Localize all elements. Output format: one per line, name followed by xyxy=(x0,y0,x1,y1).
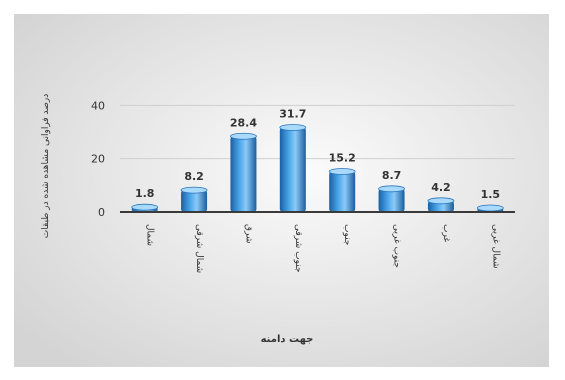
bar-top-cap xyxy=(328,168,356,175)
x-tick-label: شمال شرقی xyxy=(194,224,204,273)
x-axis-category-labels: شمال شمال شرقی شرق جنوب شرقی جنوب جنوب غربی غر… xyxy=(145,224,501,273)
bar-top-cap xyxy=(230,132,257,140)
y-axis-title: درصد فراوانی مشاهده شده در طبقات xyxy=(41,94,51,238)
data-label: 4.2 xyxy=(431,181,451,194)
y-tick-label: 0 xyxy=(98,206,105,219)
bar xyxy=(181,190,208,212)
gridlines xyxy=(120,104,515,160)
bars xyxy=(131,124,504,212)
x-tick-label: شمال غربی xyxy=(490,224,500,269)
bar-top-cap xyxy=(427,197,455,205)
x-tick-label: جنوب شرقی xyxy=(293,224,303,273)
x-tick-label: جنوب xyxy=(342,224,352,245)
bar-top-cap xyxy=(279,124,307,131)
data-label: 1.5 xyxy=(481,188,501,201)
data-label: 1.8 xyxy=(135,187,155,200)
x-tick-label: شرق xyxy=(243,224,253,244)
x-tick-label: غرب xyxy=(441,224,451,242)
bar-top-cap xyxy=(476,204,504,212)
data-label: 28.4 xyxy=(230,116,257,129)
x-tick-label: شمال xyxy=(145,224,155,246)
y-tick-label: 40 xyxy=(91,99,105,112)
data-label: 8.2 xyxy=(184,170,204,183)
data-label: 31.7 xyxy=(279,107,306,120)
x-tick-label: جنوب غربی xyxy=(392,224,402,268)
bar xyxy=(279,127,306,212)
data-label: 15.2 xyxy=(329,151,356,164)
y-axis-ticks: 0 20 40 xyxy=(91,99,105,219)
bar xyxy=(230,136,257,212)
bar-top-cap xyxy=(378,185,405,193)
bar-top-cap xyxy=(180,186,208,194)
bar xyxy=(378,188,405,212)
x-axis-title: جهت دامنه xyxy=(261,334,314,345)
bar-top-cap xyxy=(131,203,159,211)
data-labels: 1.8 8.2 28.4 31.7 15.2 8.7 4.2 1.5 xyxy=(135,107,500,201)
data-label: 8.7 xyxy=(382,169,402,182)
bar xyxy=(329,171,356,212)
y-tick-label: 20 xyxy=(91,153,105,166)
